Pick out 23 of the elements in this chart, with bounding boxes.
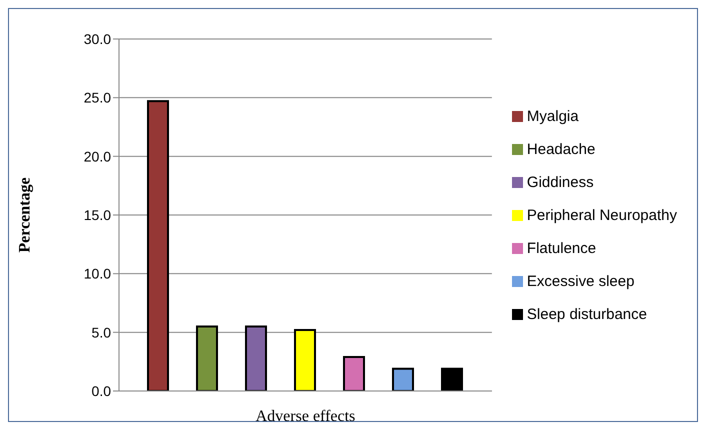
bar	[441, 368, 463, 391]
bar	[245, 325, 267, 391]
legend-label: Excessive sleep	[526, 272, 634, 290]
bar	[147, 100, 169, 391]
y-tick-label: 5.0	[92, 324, 112, 340]
legend-label: Peripheral Neuropathy	[526, 206, 677, 224]
y-tick-label: 15.0	[84, 206, 112, 223]
y-tick-label: 0.0	[92, 382, 112, 399]
y-tick-label: 20.0	[84, 148, 112, 164]
bar	[294, 328, 316, 391]
legend-label: Myalgia	[526, 108, 579, 124]
legend-label: Flatulence	[526, 240, 596, 256]
y-tick-label: 10.0	[84, 266, 112, 282]
legend-label: Giddiness	[526, 174, 594, 190]
legend-label: Sleep disturbance	[526, 306, 647, 322]
x-axis-title: Adverse effects	[256, 408, 356, 425]
legend-label: Headache	[526, 140, 596, 158]
bar	[343, 356, 365, 391]
y-tick-label: 30.0	[84, 30, 112, 47]
bar	[196, 325, 218, 391]
bar	[392, 368, 414, 391]
y-tick-label: 25.0	[84, 90, 112, 106]
y-axis-title: Percentage	[16, 177, 34, 253]
